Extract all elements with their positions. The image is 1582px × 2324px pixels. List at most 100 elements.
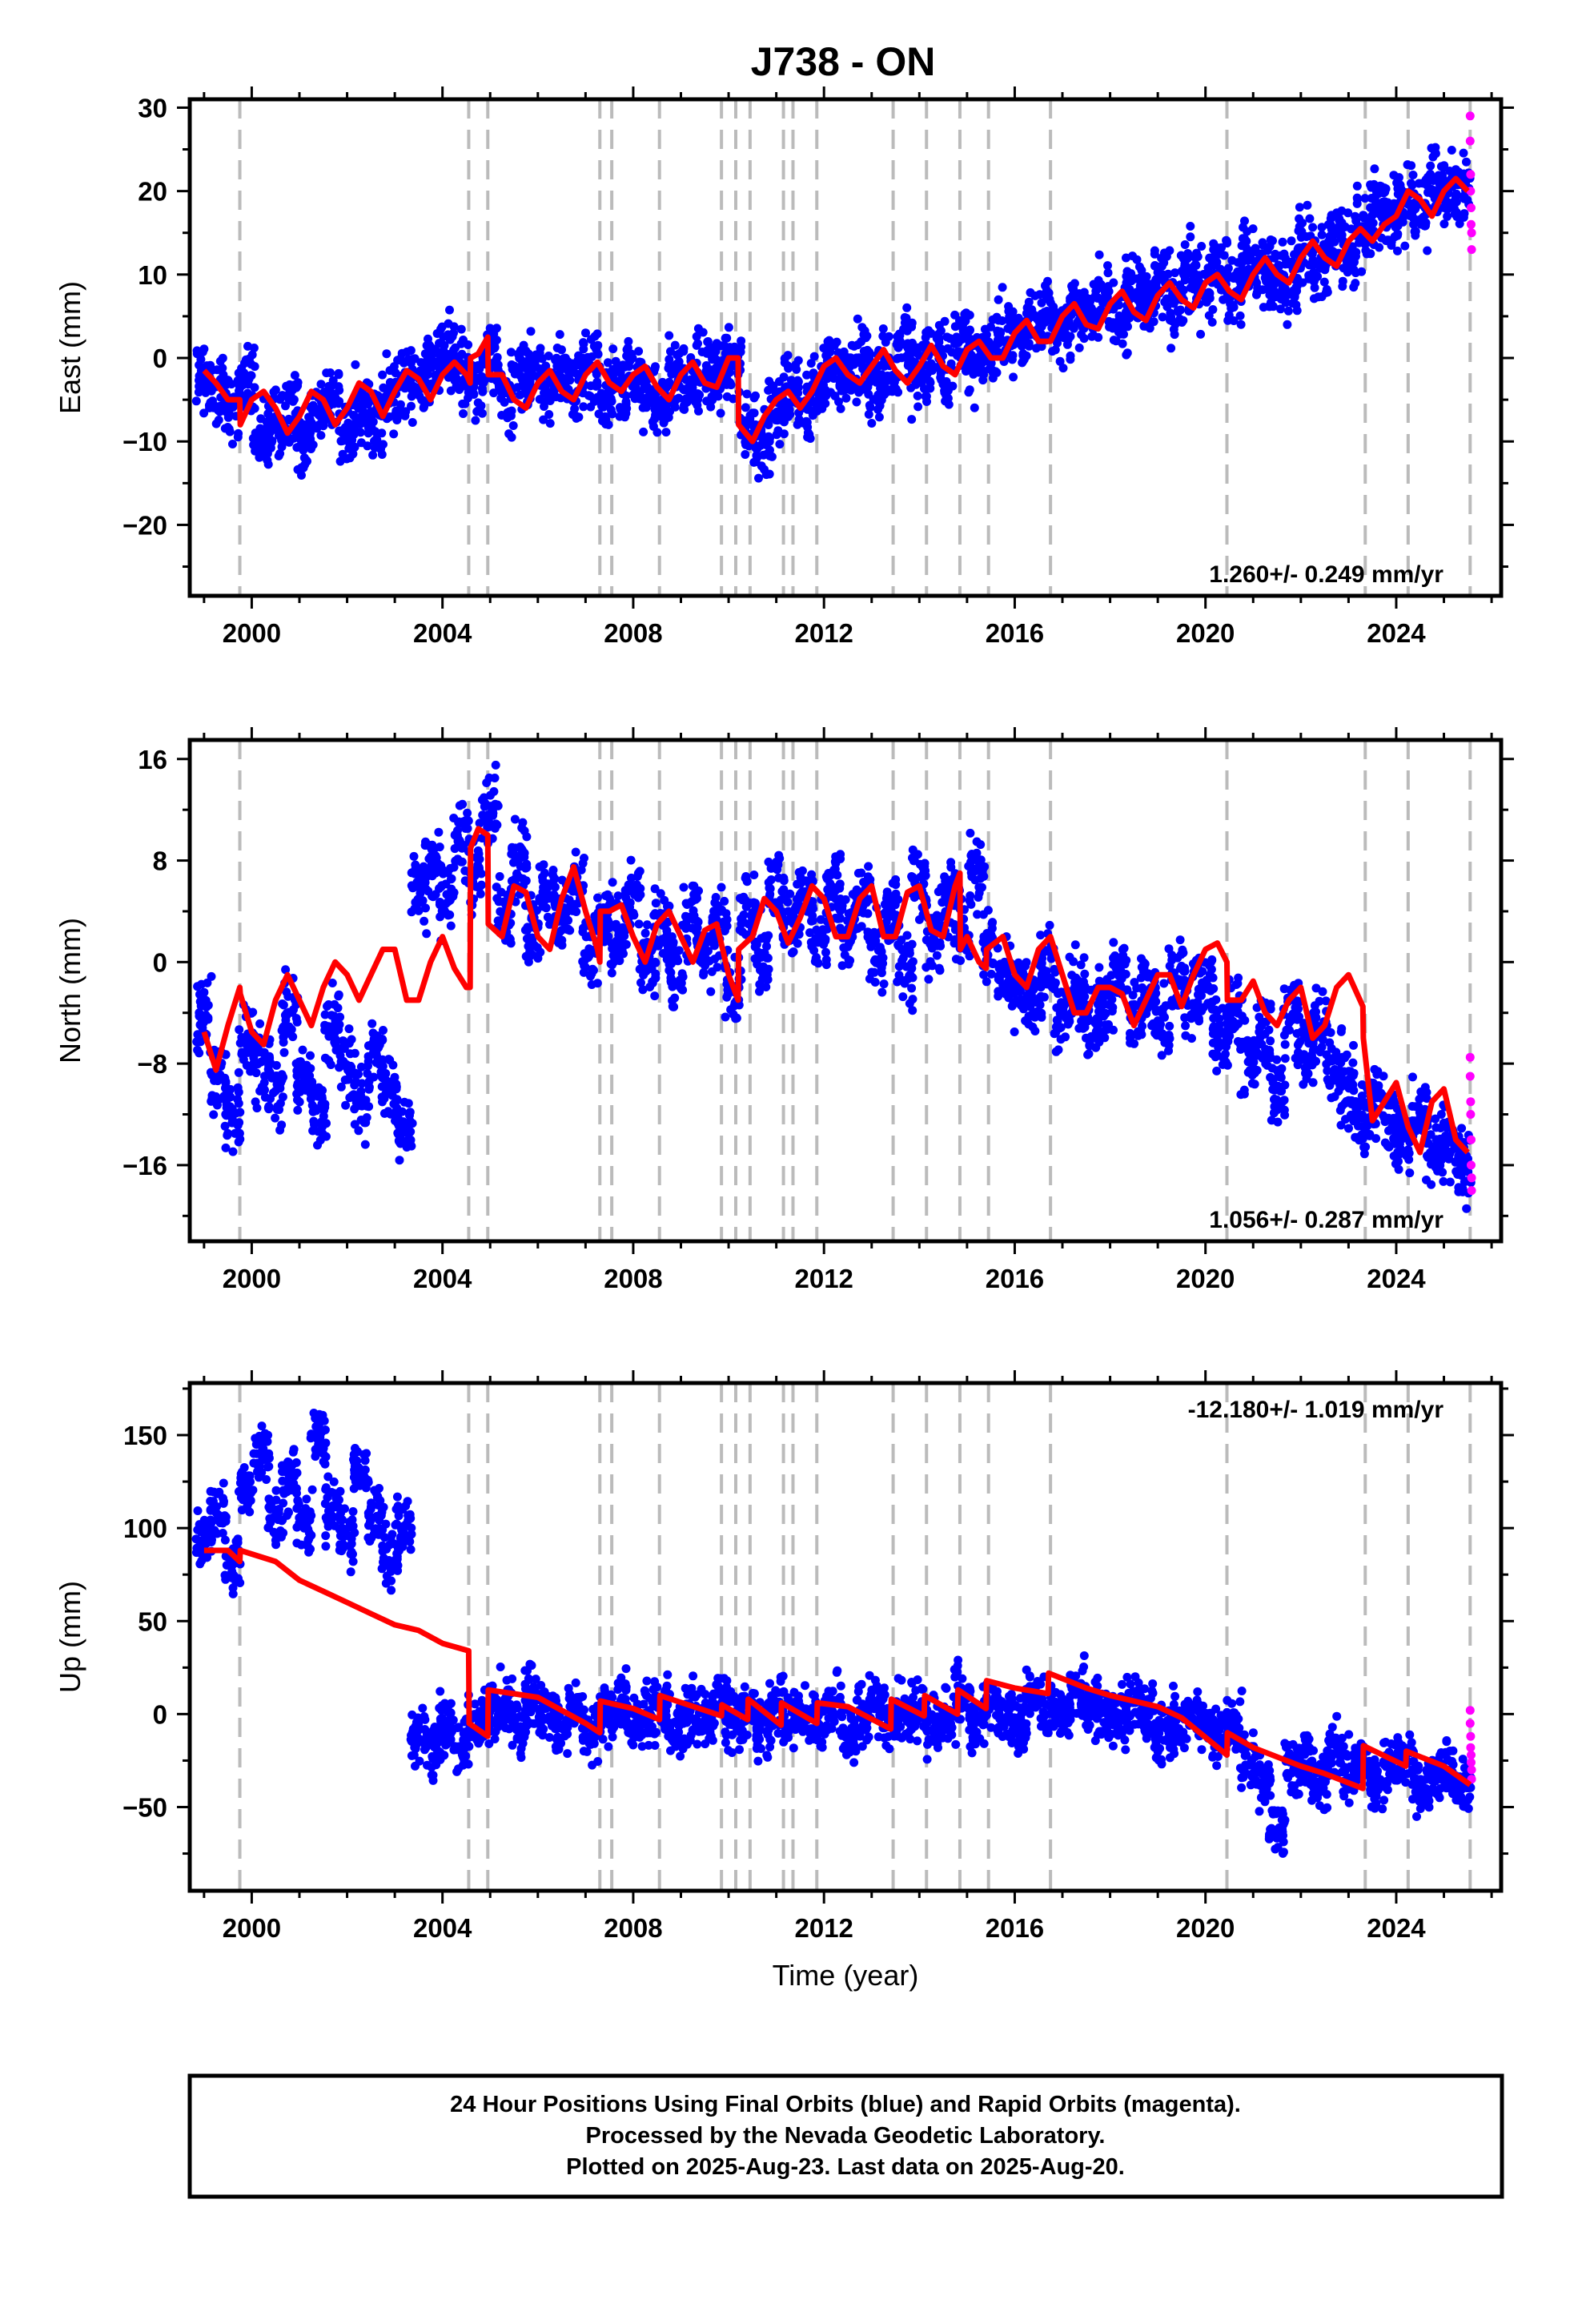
final-orbit-point <box>523 925 532 935</box>
final-orbit-point <box>474 883 484 893</box>
final-orbit-point <box>1067 281 1077 291</box>
final-orbit-point <box>717 883 726 892</box>
final-orbit-point <box>460 399 470 408</box>
final-orbit-point <box>317 1120 326 1129</box>
final-orbit-point <box>739 892 749 902</box>
final-orbit-point <box>1459 191 1468 201</box>
y-tick-label: 30 <box>138 93 167 123</box>
final-orbit-point <box>661 428 671 437</box>
final-orbit-point <box>274 451 283 460</box>
final-orbit-point <box>943 344 953 353</box>
final-orbit-point <box>539 415 548 424</box>
final-orbit-point <box>678 346 687 356</box>
rapid-orbit-point <box>1467 219 1476 229</box>
final-orbit-point <box>593 349 603 359</box>
final-orbit-point <box>720 918 729 927</box>
final-orbit-point <box>306 1063 315 1073</box>
final-orbit-point <box>1293 244 1303 254</box>
final-orbit-point <box>1360 194 1370 203</box>
final-orbit-point <box>1126 269 1136 279</box>
final-orbit-point <box>1093 308 1102 316</box>
final-orbit-point <box>385 378 395 387</box>
final-orbit-point <box>1094 275 1103 285</box>
x-tick-label: 2020 <box>1176 618 1235 648</box>
final-orbit-point <box>340 430 350 440</box>
final-orbit-point <box>803 432 813 442</box>
final-orbit-point <box>1027 310 1037 320</box>
final-orbit-point <box>323 1022 333 1031</box>
final-orbit-point <box>263 448 272 458</box>
final-orbit-point <box>1186 232 1195 242</box>
final-orbit-point <box>874 412 884 422</box>
final-orbit-point <box>720 896 729 906</box>
final-orbit-point <box>998 283 1007 292</box>
final-orbit-point <box>878 324 888 333</box>
final-orbit-point <box>881 378 890 388</box>
final-orbit-point <box>899 324 908 334</box>
final-orbit-point <box>634 919 644 929</box>
final-orbit-point <box>263 1064 273 1074</box>
final-orbit-point <box>694 406 703 416</box>
final-orbit-point <box>1238 264 1247 274</box>
final-orbit-point <box>673 956 683 966</box>
final-orbit-point <box>748 408 757 418</box>
final-orbit-point <box>313 1092 323 1101</box>
final-orbit-point <box>668 1002 677 1011</box>
final-orbit-point <box>864 379 873 388</box>
final-orbit-point <box>396 410 405 420</box>
final-orbit-point <box>772 430 781 440</box>
final-orbit-point <box>243 388 252 398</box>
final-orbit-point <box>377 450 387 459</box>
final-orbit-point <box>424 340 434 349</box>
final-orbit-point <box>873 404 883 414</box>
final-orbit-point <box>463 808 472 818</box>
final-orbit-point <box>345 1049 355 1059</box>
final-orbit-point <box>411 860 420 870</box>
final-orbit-point <box>192 346 202 356</box>
final-orbit-point <box>664 412 673 422</box>
final-orbit-point <box>193 1030 203 1039</box>
final-orbit-point <box>307 405 317 415</box>
final-orbit-point <box>1280 284 1290 294</box>
final-orbit-point <box>1030 291 1040 300</box>
final-orbit-point <box>1355 238 1363 247</box>
final-orbit-point <box>1207 317 1217 327</box>
final-orbit-point <box>829 889 838 899</box>
final-orbit-point <box>1209 239 1219 248</box>
final-orbit-point <box>259 1084 268 1094</box>
final-orbit-point <box>711 347 721 356</box>
final-orbit-point <box>720 927 729 935</box>
final-orbit-point <box>627 873 636 883</box>
final-orbit-point <box>358 406 367 416</box>
final-orbit-point <box>1443 211 1452 221</box>
final-orbit-point <box>909 893 919 903</box>
final-orbit-point <box>966 364 975 373</box>
final-orbit-point <box>1050 345 1060 355</box>
final-orbit-point <box>604 931 613 941</box>
final-orbit-point <box>1294 226 1303 235</box>
final-orbit-point <box>792 895 801 904</box>
final-orbit-point <box>1043 276 1052 286</box>
final-orbit-point <box>405 1111 414 1120</box>
final-orbit-point <box>665 966 674 975</box>
final-orbit-point <box>1193 252 1203 261</box>
final-orbit-point <box>464 340 473 349</box>
final-orbit-point <box>267 437 276 447</box>
final-orbit-point <box>979 370 988 380</box>
final-orbit-point <box>1166 312 1176 322</box>
final-orbit-point <box>446 921 456 931</box>
final-orbit-point <box>486 790 495 800</box>
final-orbit-point <box>308 440 318 449</box>
final-orbit-point <box>1351 216 1361 226</box>
final-orbit-point <box>424 370 433 379</box>
final-orbit-point <box>1248 224 1258 234</box>
final-orbit-point <box>351 1092 360 1101</box>
final-orbit-point <box>779 876 789 886</box>
final-orbit-point <box>651 957 660 967</box>
final-orbit-point <box>817 399 826 408</box>
final-orbit-point <box>299 427 308 436</box>
final-orbit-point <box>692 924 701 934</box>
final-orbit-point <box>853 340 862 350</box>
final-orbit-point <box>661 384 671 392</box>
final-orbit-point <box>692 340 701 350</box>
